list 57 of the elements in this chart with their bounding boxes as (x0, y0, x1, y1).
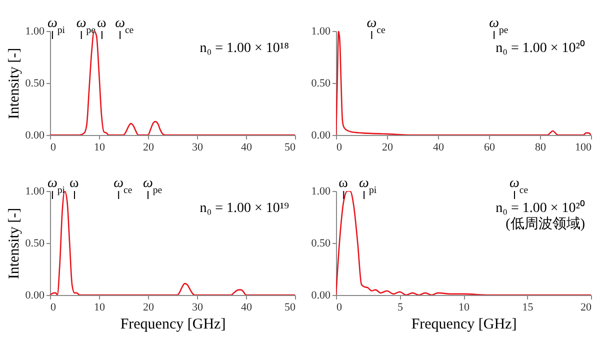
y-tick-label: 0.50 (25, 238, 45, 250)
x-tick-label: 5 (398, 302, 404, 314)
x-tick-label: 0 (50, 142, 56, 154)
x-tick-label: 20 (580, 302, 592, 314)
x-tick-label: 20 (382, 142, 394, 154)
x-axis-title: Frequency [GHz] (120, 316, 226, 332)
x-tick-label: 40 (241, 142, 252, 154)
y-axis-title: Intensity [-] (6, 208, 22, 280)
annotation: n₀ = 1.00 × 10¹⁹ (200, 201, 290, 216)
x-tick-label: 20 (143, 302, 154, 314)
x-tick-label: 0 (336, 142, 342, 154)
x-tick-label: 30 (192, 302, 204, 314)
ref-line-label: ω (96, 16, 106, 31)
ref-line-label: ω$_{ce}$ (114, 176, 133, 196)
x-tick-label: 10 (94, 302, 106, 314)
ref-line-label: ω$_{ce}$ (510, 176, 529, 196)
ref-line-label: ω$_{pi}$ (47, 176, 66, 196)
y-tick-label: 0.00 (311, 130, 331, 142)
ref-line-label: ω$_{pi}$ (359, 176, 377, 196)
y-tick-label: 0.00 (25, 130, 45, 142)
y-tick-label: 1.00 (311, 26, 331, 38)
annotation: (低周波领域) (506, 216, 586, 232)
ref-line-label: ω$_{ce}$ (115, 16, 134, 36)
x-tick-label: 40 (241, 302, 252, 314)
x-tick-label: 30 (192, 142, 204, 154)
x-tick-label: 0 (50, 302, 56, 314)
x-tick-label: 10 (94, 142, 106, 154)
y-tick-label: 1.00 (25, 26, 45, 38)
x-tick-label: 100 (575, 142, 592, 154)
x-tick-label: 60 (484, 142, 496, 154)
ref-line-label: ω$_{pi}$ (47, 16, 66, 36)
y-tick-label: 1.00 (25, 186, 45, 198)
annotation: n₀ = 1.00 × 10¹⁸ (200, 41, 290, 56)
ref-line-label: ω$_{pe}$ (489, 16, 509, 36)
ref-line-label: ω (338, 176, 348, 191)
x-tick-label: 0 (336, 302, 342, 314)
x-axis-title: Frequency [GHz] (411, 316, 517, 332)
annotation: n₀ = 1.00 × 10²⁰ (496, 200, 585, 216)
x-tick-label: 80 (535, 142, 546, 154)
x-tick-label: 50 (284, 142, 296, 154)
y-tick-label: 0.50 (25, 78, 45, 90)
x-tick-label: 50 (284, 302, 296, 314)
y-tick-label: 0.00 (25, 290, 45, 302)
y-tick-label: 0.50 (311, 78, 331, 90)
ref-line-label: ω$_{pe}$ (76, 16, 96, 36)
ref-line-label: ω$_{pe}$ (143, 176, 163, 196)
x-tick-label: 20 (143, 142, 154, 154)
y-tick-label: 1.00 (311, 186, 331, 198)
y-axis-title: Intensity [-] (6, 48, 22, 120)
x-tick-label: 15 (522, 302, 534, 314)
x-tick-label: 10 (458, 302, 470, 314)
x-tick-label: 40 (433, 142, 444, 154)
y-tick-label: 0.50 (311, 238, 331, 250)
y-tick-label: 0.00 (311, 290, 331, 302)
annotation: n₀ = 1.00 × 10²⁰ (496, 40, 585, 56)
ref-line-label: ω (70, 176, 79, 191)
ref-line-label: ω$_{ce}$ (366, 16, 386, 36)
